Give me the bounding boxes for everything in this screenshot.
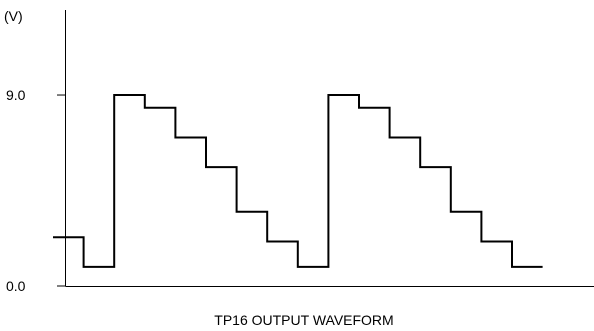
y-axis-unit-label: (V): [4, 8, 23, 24]
y-tick-label: 0.0: [6, 278, 26, 294]
chart-title: TP16 OUTPUT WAVEFORM: [214, 312, 393, 328]
waveform-line: [53, 94, 543, 268]
y-tick-label: 9.0: [6, 87, 26, 103]
